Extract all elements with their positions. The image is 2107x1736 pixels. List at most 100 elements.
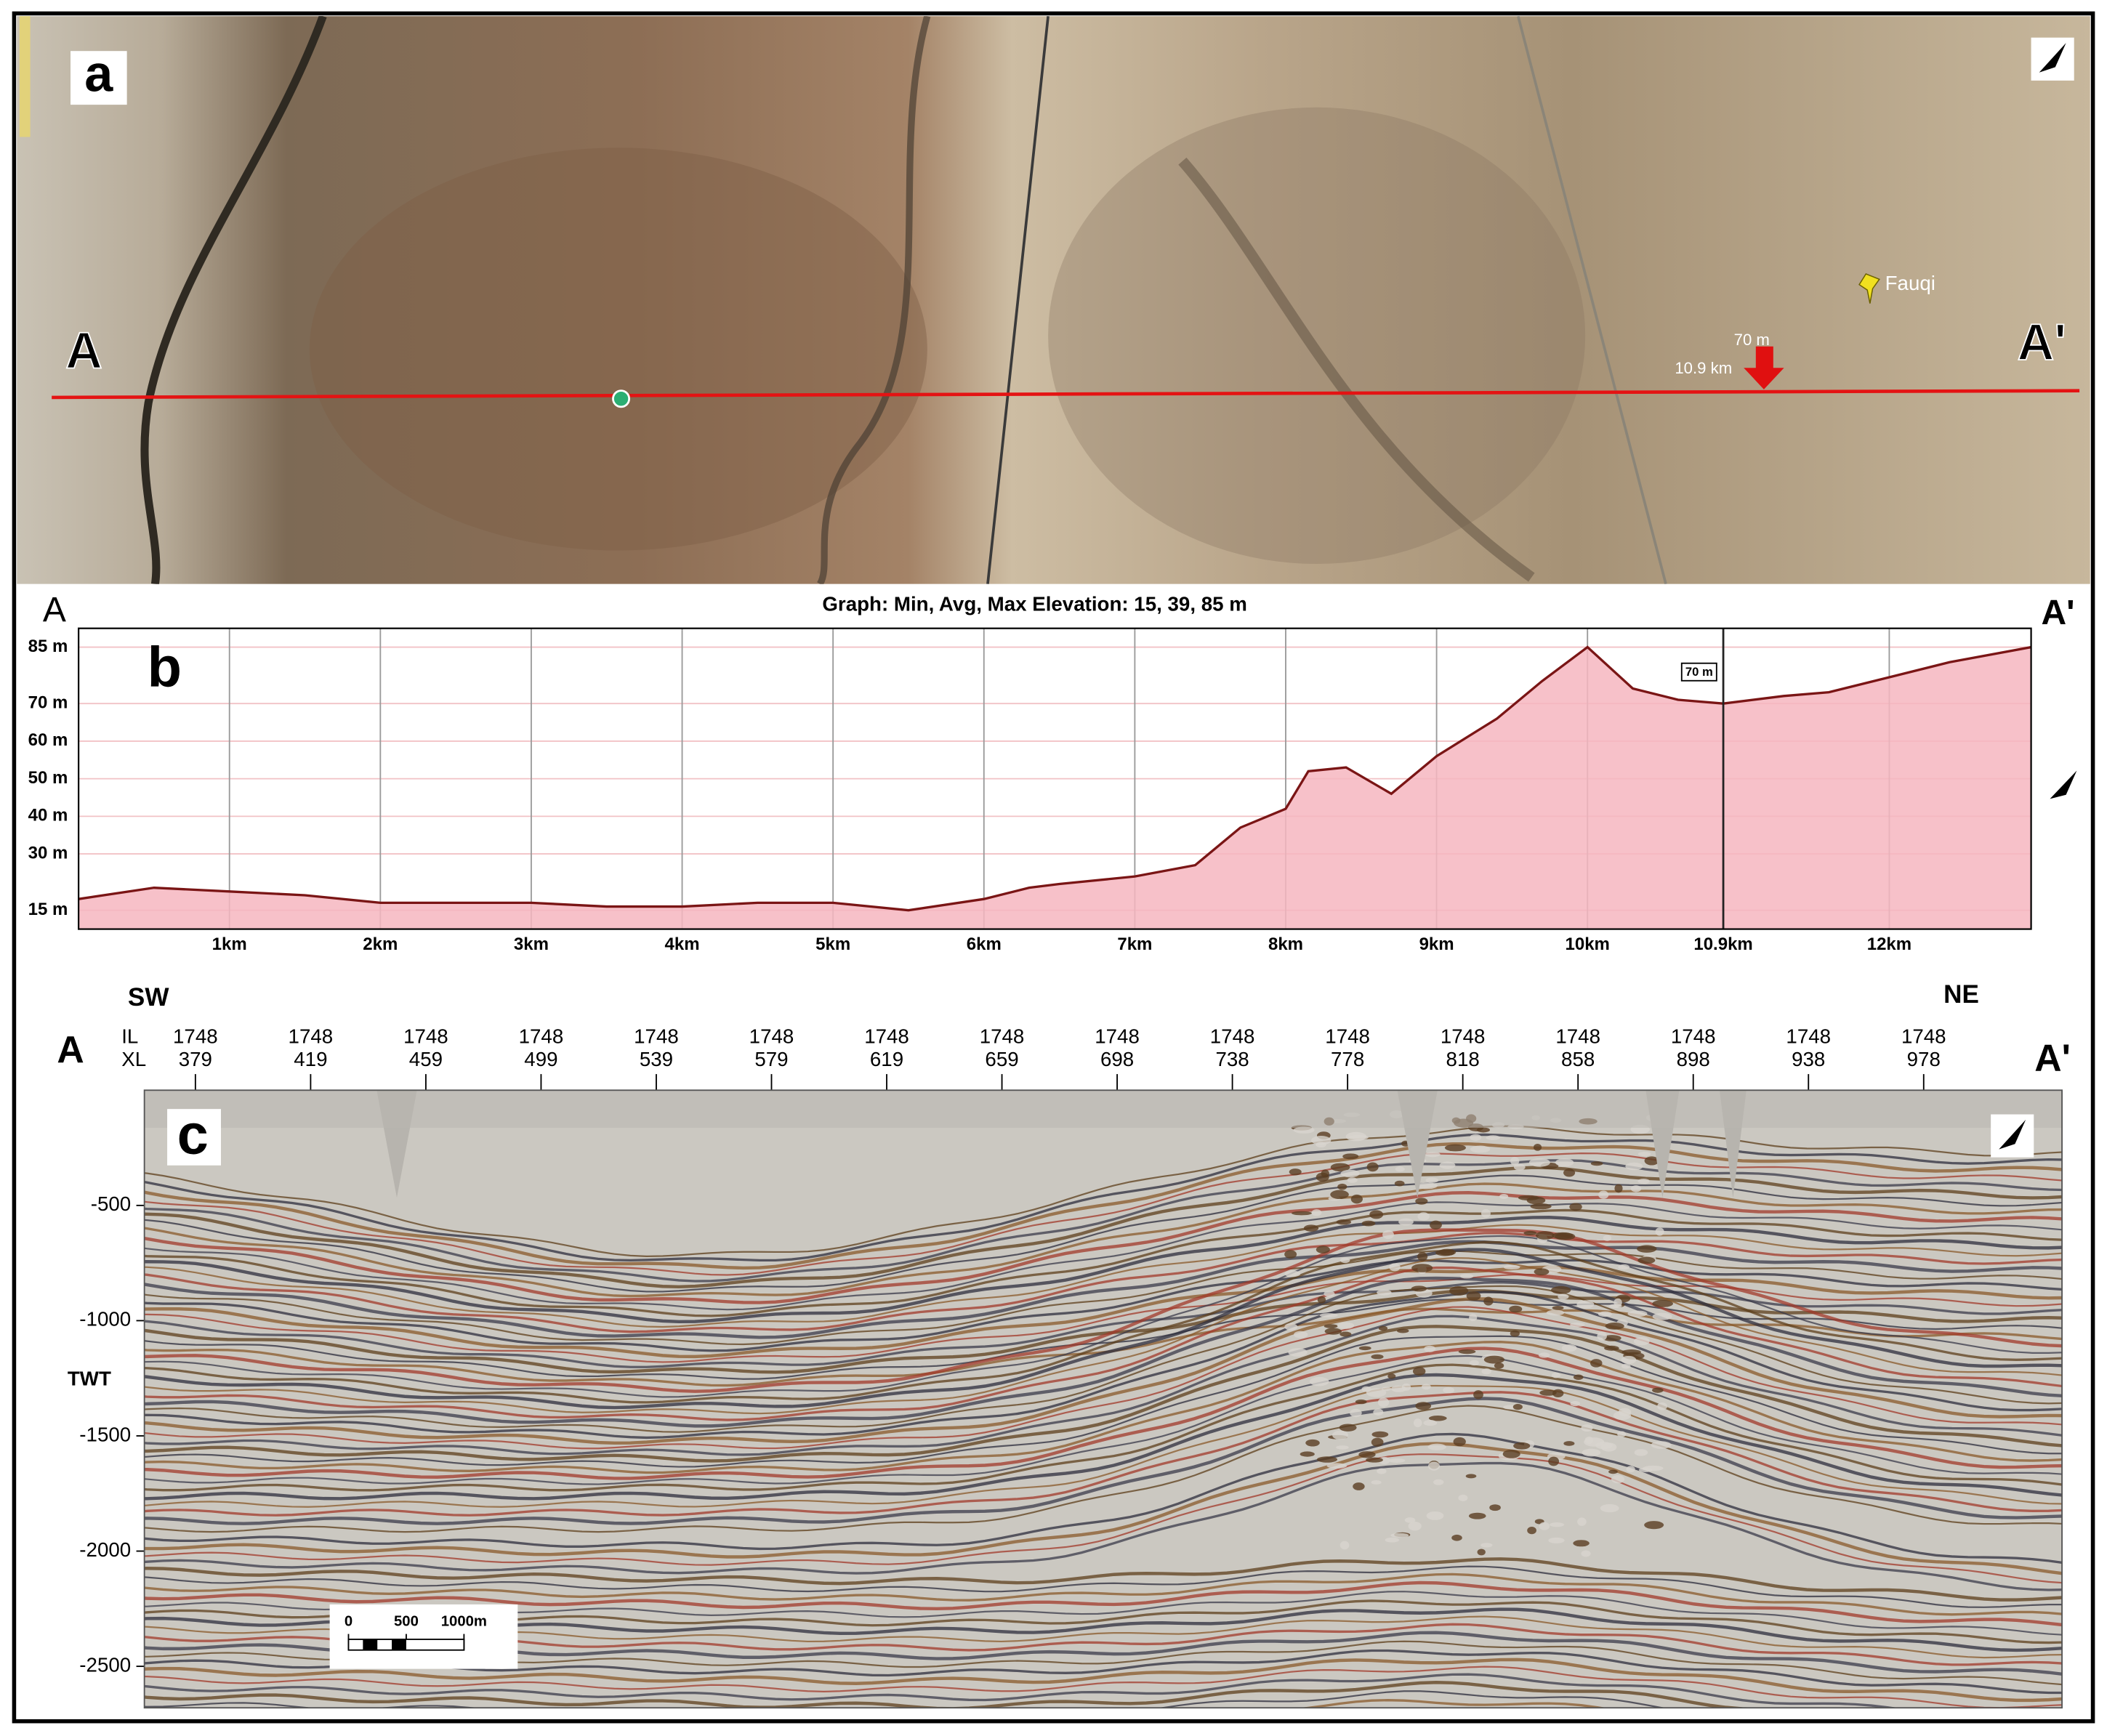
crossline-label: 419 bbox=[294, 1048, 327, 1070]
chaotic-reflection bbox=[1417, 1212, 1430, 1221]
chaotic-reflection bbox=[1569, 1203, 1582, 1211]
inline-label: 1748 bbox=[289, 1025, 334, 1048]
reflector bbox=[144, 1232, 2063, 1333]
chaotic-reflection bbox=[1311, 1209, 1322, 1216]
chaotic-reflection bbox=[1608, 1304, 1622, 1309]
chaotic-reflection bbox=[1584, 1436, 1594, 1445]
reflector bbox=[144, 1182, 2063, 1298]
chaotic-reflection bbox=[1652, 1312, 1672, 1320]
chaotic-reflection bbox=[1369, 1210, 1384, 1219]
chaotic-reflection bbox=[1300, 1451, 1315, 1457]
chaotic-reflection bbox=[1377, 1289, 1392, 1296]
chaotic-reflection bbox=[1411, 1264, 1433, 1272]
chaotic-reflection bbox=[1382, 1230, 1394, 1240]
scale-label: 0 bbox=[345, 1613, 352, 1629]
crossline-label: 379 bbox=[179, 1048, 212, 1070]
chaotic-reflection bbox=[1458, 1349, 1476, 1355]
chaotic-reflection bbox=[1652, 1300, 1673, 1307]
y-tick-label: 40 m bbox=[28, 806, 68, 825]
x-tick-label: 4km bbox=[665, 934, 700, 954]
chaotic-reflection bbox=[1288, 1348, 1308, 1357]
chaotic-reflection bbox=[1311, 1135, 1332, 1145]
chaotic-reflection bbox=[1494, 1362, 1504, 1369]
reflector bbox=[144, 1658, 2063, 1703]
chaotic-reflection bbox=[1548, 1456, 1560, 1466]
chaotic-reflection bbox=[1417, 1252, 1428, 1261]
chaotic-reflection bbox=[1481, 1368, 1491, 1375]
inline-label: 1748 bbox=[1786, 1025, 1831, 1048]
chaotic-reflection bbox=[1503, 1264, 1520, 1270]
chaotic-reflection bbox=[1336, 1445, 1349, 1450]
chaotic-reflection bbox=[1294, 1331, 1308, 1339]
chaotic-reflection bbox=[1427, 1461, 1441, 1471]
reflector bbox=[144, 1341, 2063, 1474]
chaotic-reflection bbox=[1643, 1465, 1664, 1471]
elevation-plot: 15 m 30 m 40 m 50 m 60 m 70 m 85 m 1km 2km 3km 4km… bbox=[28, 627, 2032, 954]
reflector bbox=[144, 1405, 2063, 1533]
chaotic-reflection bbox=[1637, 1256, 1656, 1264]
chaotic-reflection bbox=[1423, 1420, 1438, 1426]
y-tick-label: -500 bbox=[91, 1192, 131, 1215]
reflector bbox=[144, 1557, 2063, 1602]
elevation-area bbox=[78, 647, 2031, 929]
data-gap bbox=[144, 1090, 2063, 1129]
annotation-label: 70 m bbox=[1685, 665, 1713, 679]
chaotic-reflection bbox=[1600, 1503, 1619, 1513]
chaotic-reflection bbox=[1539, 1389, 1557, 1396]
chaotic-reflection bbox=[1509, 1305, 1523, 1313]
chaotic-reflection bbox=[1652, 1387, 1664, 1393]
chaotic-reflection bbox=[1389, 1263, 1401, 1272]
chaotic-reflection bbox=[1337, 1183, 1347, 1190]
chaotic-reflection bbox=[1337, 1322, 1355, 1329]
chaotic-reflection bbox=[1339, 1541, 1350, 1550]
chaotic-reflection bbox=[1489, 1504, 1501, 1511]
inline-label: 1748 bbox=[1325, 1025, 1370, 1048]
direction-label: NE bbox=[1943, 980, 1979, 1009]
y-tick-label: 60 m bbox=[28, 730, 68, 750]
chaotic-reflection bbox=[1535, 1231, 1555, 1240]
panel-label-box bbox=[167, 1109, 221, 1166]
chaotic-reflection bbox=[1422, 1384, 1431, 1390]
chaotic-reflection bbox=[1570, 1400, 1581, 1407]
scale-segment bbox=[392, 1639, 406, 1650]
chaotic-reflection bbox=[1573, 1374, 1584, 1380]
chaotic-reflection bbox=[1528, 1158, 1550, 1167]
end-label: A' bbox=[2018, 313, 2066, 371]
chaotic-reflection bbox=[1555, 1158, 1574, 1167]
crossline-label: 579 bbox=[754, 1048, 788, 1070]
chaotic-reflection bbox=[1538, 1352, 1550, 1358]
reflector bbox=[144, 1666, 2063, 1708]
map-feature bbox=[19, 16, 31, 137]
reflector bbox=[144, 1166, 2063, 1288]
reflector bbox=[144, 1391, 2063, 1517]
map-image bbox=[17, 16, 2090, 584]
reflector bbox=[144, 1152, 2063, 1276]
reflector bbox=[144, 1201, 2063, 1311]
chaotic-reflection bbox=[1366, 1162, 1379, 1172]
chaotic-reflection bbox=[1533, 1143, 1542, 1151]
reflector bbox=[144, 1363, 2063, 1492]
north-arrow bbox=[2031, 37, 2074, 81]
north-arrow bbox=[2050, 770, 2077, 799]
start-label: A bbox=[65, 321, 102, 379]
chaotic-reflection bbox=[1590, 1359, 1603, 1368]
crossline-label: 619 bbox=[870, 1048, 903, 1070]
reflector bbox=[144, 1265, 2063, 1359]
chaotic-reflection bbox=[1551, 1285, 1571, 1294]
reflector bbox=[144, 1224, 2063, 1328]
reflector bbox=[144, 1288, 2063, 1374]
chaotic-reflection bbox=[1391, 1385, 1407, 1392]
chaotic-reflection bbox=[1598, 1190, 1609, 1199]
chaotic-reflection bbox=[1305, 1439, 1320, 1447]
chaotic-reflection bbox=[1458, 1494, 1468, 1501]
plot-frame bbox=[143, 1089, 2063, 1709]
scale-segment bbox=[363, 1639, 378, 1650]
chaotic-reflection bbox=[1561, 1344, 1577, 1352]
place-label: Fauqi bbox=[1885, 272, 1935, 294]
reflector bbox=[144, 1373, 2063, 1501]
reflector bbox=[144, 1673, 1899, 1708]
chaotic-reflection bbox=[1319, 1313, 1338, 1318]
x-tick-label: 10.9km bbox=[1693, 934, 1752, 954]
x-tick-label: 2km bbox=[363, 934, 398, 954]
reflector bbox=[144, 1240, 2063, 1404]
